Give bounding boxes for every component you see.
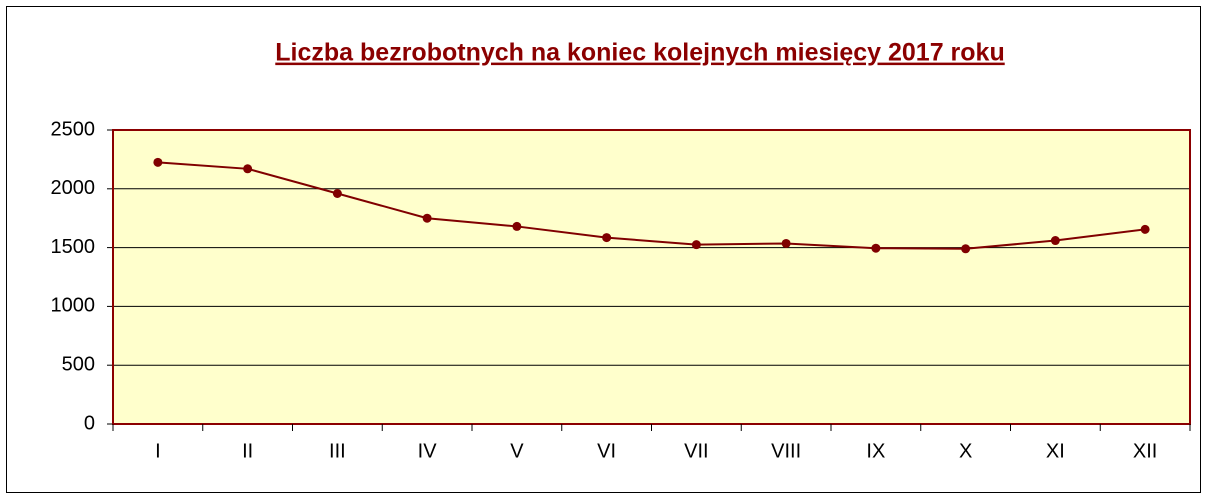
- y-tick-label: 1500: [51, 236, 96, 258]
- y-tick-label: 0: [84, 412, 95, 434]
- y-tick-label: 500: [62, 353, 95, 375]
- x-tick-label: IV: [418, 440, 438, 462]
- point: [961, 244, 971, 254]
- point: [871, 243, 881, 253]
- point: [602, 233, 612, 243]
- x-tick-label: I: [155, 440, 161, 462]
- x-tick-label: XII: [1133, 440, 1157, 462]
- chart-title: Liczba bezrobotnych na koniec kolejnych …: [275, 39, 1004, 67]
- x-tick-label: XI: [1046, 440, 1065, 462]
- x-tick-label: X: [959, 440, 972, 462]
- x-tick-label: II: [242, 440, 253, 462]
- y-tick-label: 2000: [51, 177, 96, 199]
- point: [691, 240, 701, 250]
- point: [1050, 236, 1060, 246]
- point: [153, 157, 163, 167]
- y-tick-label: 2500: [51, 118, 96, 140]
- x-tick-label: VI: [597, 440, 616, 462]
- point: [243, 164, 253, 174]
- point: [1140, 224, 1150, 234]
- y-tick-label: 1000: [51, 295, 96, 317]
- x-tick-label: VII: [684, 440, 708, 462]
- line-series: [157, 161, 1146, 250]
- x-tick-label: V: [510, 440, 524, 462]
- point: [332, 189, 342, 199]
- x-tick-label: VIII: [771, 440, 801, 462]
- x-tick-label: III: [329, 440, 346, 462]
- plot-area: [113, 130, 1190, 424]
- point: [512, 221, 522, 231]
- point: [781, 238, 791, 248]
- x-tick-label: IX: [866, 440, 885, 462]
- point: [422, 213, 432, 223]
